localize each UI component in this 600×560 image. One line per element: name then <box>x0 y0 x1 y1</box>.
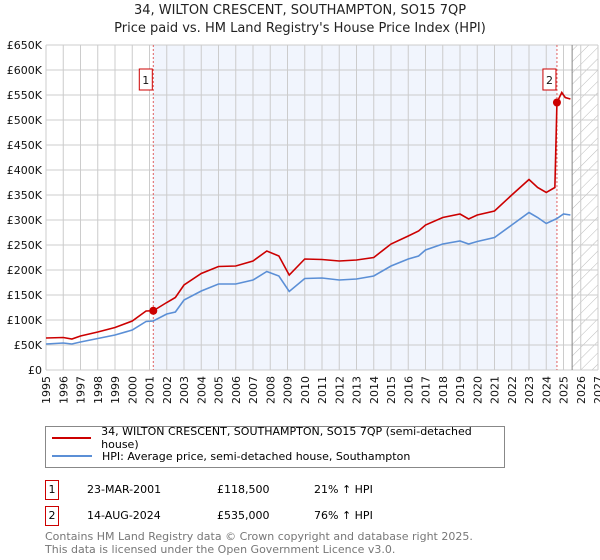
sale-point <box>552 98 561 107</box>
x-tick-label: 2021 <box>489 376 502 404</box>
transaction-price: £118,500 <box>217 483 270 496</box>
x-tick-label: 2022 <box>506 376 519 404</box>
x-tick-label: 1996 <box>57 376 70 404</box>
x-tick-label: 2006 <box>230 376 243 404</box>
y-tick-label: £50K <box>14 339 43 352</box>
x-tick-label: 2004 <box>195 376 208 404</box>
sale-label: 2 <box>546 74 553 87</box>
legend-label: 34, WILTON CRESCENT, SOUTHAMPTON, SO15 7… <box>101 425 472 451</box>
sale-period-shading <box>153 45 557 370</box>
x-tick-label: 2025 <box>558 376 571 404</box>
y-tick-label: £400K <box>7 164 43 177</box>
sale-label: 1 <box>142 74 149 87</box>
x-tick-label: 2026 <box>575 376 588 404</box>
x-tick-label: 2027 <box>592 376 600 404</box>
x-tick-label: 2023 <box>523 376 536 404</box>
plot-area: 1995 1996 1997 1998 1999 2000 2001 2002 2003 2004… <box>7 39 600 404</box>
x-tick-label: 2010 <box>299 376 312 404</box>
y-tick-label: £350K <box>7 189 43 202</box>
y-tick-label: £300K <box>7 214 43 227</box>
legend-swatch-blue <box>52 455 92 457</box>
sale-label-box <box>542 68 557 91</box>
x-tick-label: 2003 <box>178 376 191 404</box>
x-tick-label: 2007 <box>247 376 260 404</box>
x-tick-label: 2015 <box>385 376 398 404</box>
y-tick-label: £550K <box>7 89 43 102</box>
transaction-date: 14-AUG-2024 <box>87 509 161 522</box>
x-tick-label: 2005 <box>213 376 226 404</box>
x-tick-label: 2014 <box>368 376 381 404</box>
x-tick-label: 2013 <box>351 376 364 404</box>
hpi-series-line <box>45 211 571 345</box>
legend-item-hpi: HPI: Average price, semi-detached house,… <box>52 448 410 464</box>
x-tick-label: 1997 <box>75 376 88 404</box>
y-tick-label: £450K <box>7 139 43 152</box>
y-tick-label: £250K <box>7 239 43 252</box>
x-tick-label: 2002 <box>161 376 174 404</box>
x-tick-label: 2017 <box>420 376 433 404</box>
legend-item-property: 34, WILTON CRESCENT, SOUTHAMPTON, SO15 7… <box>52 425 504 451</box>
sale-point <box>149 306 158 315</box>
x-tick-label: 2008 <box>264 376 277 404</box>
marker-badge: 1 <box>45 480 59 500</box>
y-tick-label: £150K <box>7 289 43 302</box>
legend-swatch-red <box>52 437 92 439</box>
footer-line: This data is licensed under the Open Gov… <box>45 543 396 556</box>
forecast-hatch <box>572 45 598 370</box>
marker-badge: 2 <box>45 506 59 526</box>
x-tick-label: 2019 <box>454 376 467 404</box>
legend-label: HPI: Average price, semi-detached house,… <box>102 449 411 463</box>
x-tick-label: 1998 <box>92 376 105 404</box>
chart-subtitle: Price paid vs. HM Land Registry's House … <box>114 21 486 36</box>
footer-line: Contains HM Land Registry data © Crown c… <box>45 530 473 543</box>
sale-label-box <box>138 68 153 91</box>
x-tick-label: 1995 <box>40 376 53 404</box>
x-tick-label: 2009 <box>282 376 295 404</box>
x-tick-label: 2011 <box>316 376 329 404</box>
y-tick-label: £0 <box>28 364 42 377</box>
y-tick-label: £100K <box>7 314 43 327</box>
x-tick-label: 2001 <box>144 376 157 404</box>
property-series-line <box>45 90 571 340</box>
transaction-date: 23-MAR-2001 <box>87 483 162 496</box>
transaction-price: £535,000 <box>217 509 270 522</box>
y-tick-label: £500K <box>7 114 43 127</box>
y-tick-label: £650K <box>7 39 43 52</box>
x-tick-label: 1999 <box>109 376 122 404</box>
x-tick-label: 2018 <box>437 376 450 404</box>
x-tick-label: 2020 <box>471 376 484 404</box>
x-tick-label: 2024 <box>540 376 553 404</box>
footer: Contains HM Land Registry data © Crown c… <box>45 530 473 556</box>
x-tick-label: 2016 <box>402 376 415 404</box>
y-tick-label: £600K <box>7 64 43 77</box>
x-tick-label: 2000 <box>126 376 139 404</box>
transaction-hpi-delta: 21% ↑ HPI <box>314 483 373 496</box>
transaction-hpi-delta: 76% ↑ HPI <box>314 509 373 522</box>
legend: 34, WILTON CRESCENT, SOUTHAMPTON, SO15 7… <box>45 425 505 468</box>
chart-title: 34, WILTON CRESCENT, SOUTHAMPTON, SO15 7… <box>133 3 467 18</box>
y-tick-label: £200K <box>7 264 43 277</box>
x-tick-label: 2012 <box>333 376 346 404</box>
